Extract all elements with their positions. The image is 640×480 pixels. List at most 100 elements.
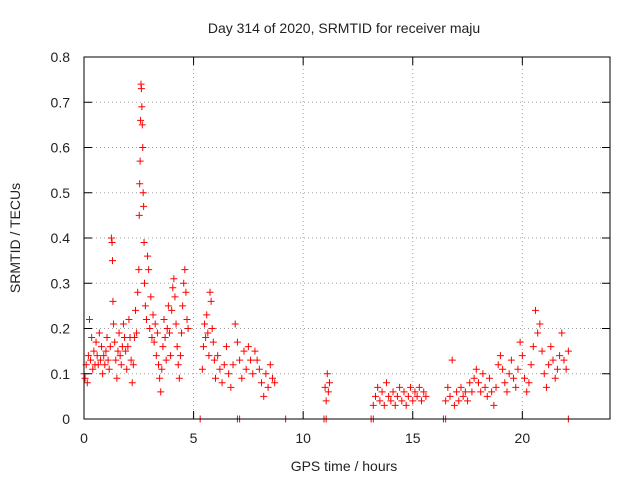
data-point: [391, 401, 399, 409]
data-point: [538, 347, 546, 355]
data-point: [323, 370, 331, 378]
data-point: [413, 392, 421, 400]
data-point: [262, 370, 270, 378]
data-point: [233, 338, 241, 346]
data-point: [216, 365, 224, 373]
data-point: [264, 383, 272, 391]
data-point: [89, 365, 97, 373]
data-point: [242, 365, 250, 373]
data-point: [140, 279, 148, 287]
data-point: [542, 383, 550, 391]
data-point: [138, 103, 146, 111]
data-point: [152, 352, 160, 360]
data-point: [420, 388, 428, 396]
data-point: [229, 361, 237, 369]
data-point: [139, 189, 147, 197]
data-point: [207, 297, 215, 305]
data-point: [135, 211, 143, 219]
data-point: [112, 356, 120, 364]
data-point: [180, 279, 188, 287]
data-point: [448, 356, 456, 364]
data-point: [529, 343, 537, 351]
data-point: [119, 320, 127, 328]
data-point: [464, 397, 472, 405]
data-point: [244, 343, 252, 351]
data-point: [158, 365, 166, 373]
data-point: [114, 347, 122, 355]
data-point: [174, 361, 182, 369]
y-axis-label: SRMTID / TECUs: [7, 183, 23, 293]
data-point: [268, 374, 276, 382]
data-point: [182, 288, 190, 296]
data-point: [148, 334, 156, 342]
y-tick-label: 0: [62, 411, 70, 427]
data-point: [93, 352, 101, 360]
data-point: [450, 401, 458, 409]
data-point: [321, 383, 329, 391]
data-point: [376, 397, 384, 405]
data-point: [133, 329, 141, 337]
data-point: [536, 320, 544, 328]
data-point: [109, 297, 117, 305]
data-point: [202, 334, 210, 342]
data-point: [457, 383, 465, 391]
data-point: [107, 234, 115, 242]
data-point: [146, 325, 154, 332]
data-point: [106, 343, 114, 351]
y-tick-label: 0.6: [51, 140, 71, 156]
data-point: [407, 383, 415, 391]
y-tick-label: 0.1: [51, 366, 71, 382]
data-point: [266, 361, 274, 369]
data-point: [409, 397, 417, 405]
data-point: [83, 379, 91, 387]
data-point: [564, 347, 572, 355]
data-point: [171, 293, 179, 301]
data-point: [466, 379, 474, 387]
data-point: [179, 302, 187, 310]
data-point: [85, 315, 93, 323]
data-point: [231, 320, 239, 328]
data-point: [477, 388, 485, 396]
data-point: [104, 356, 112, 364]
data-point: [198, 365, 206, 373]
x-tick-label: 0: [80, 430, 88, 446]
data-point: [123, 365, 131, 373]
data-point: [117, 361, 125, 369]
data-point: [324, 388, 332, 396]
data-point: [389, 388, 397, 396]
data-point: [163, 325, 171, 332]
data-point: [512, 383, 520, 391]
data-point: [94, 361, 102, 369]
x-tick-label: 15: [405, 430, 421, 446]
data-point: [169, 284, 177, 292]
data-point: [130, 334, 138, 342]
data-point: [556, 352, 564, 360]
chart-title: Day 314 of 2020, SRMTID for receiver maj…: [208, 20, 480, 36]
data-point: [203, 311, 211, 319]
data-point: [385, 392, 393, 400]
data-point: [209, 338, 217, 346]
data-point: [141, 302, 149, 310]
data-point: [549, 356, 557, 364]
data-point: [518, 352, 526, 360]
data-point: [170, 275, 178, 283]
data-point: [127, 356, 135, 364]
data-point: [167, 352, 175, 360]
data-point: [144, 252, 152, 260]
data-point: [92, 338, 100, 346]
data-points: [80, 80, 572, 423]
data-point: [134, 288, 142, 296]
data-point: [475, 379, 482, 387]
data-point: [505, 370, 513, 378]
data-point: [218, 379, 226, 387]
data-point: [108, 239, 116, 247]
data-point: [400, 388, 408, 396]
data-point: [444, 383, 452, 391]
data-point: [113, 374, 121, 382]
data-point: [547, 343, 555, 351]
data-point: [136, 180, 144, 188]
data-point: [545, 361, 553, 369]
data-point: [135, 266, 143, 274]
data-point: [325, 379, 333, 387]
y-tick-label: 0.4: [51, 230, 71, 246]
